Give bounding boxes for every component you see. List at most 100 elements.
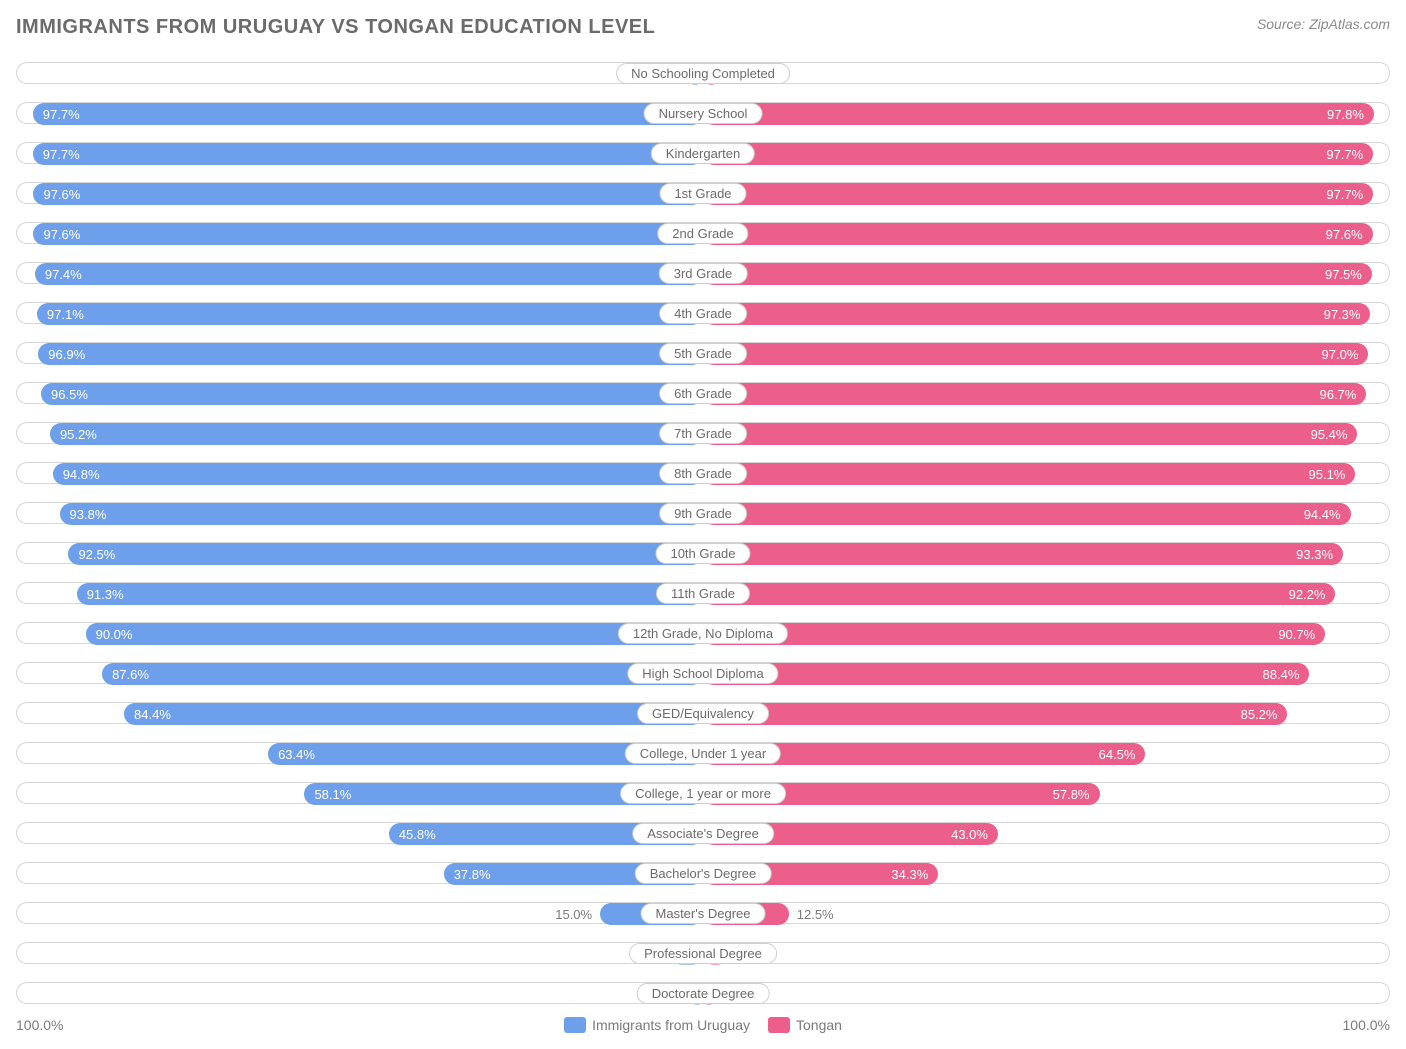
bar-left: 97.7% — [33, 143, 703, 165]
bar-left-value: 97.1% — [47, 307, 84, 322]
chart-row: 93.8%94.4%9th Grade — [16, 499, 1390, 527]
category-label: 10th Grade — [655, 543, 750, 564]
chart-source: Source: ZipAtlas.com — [1257, 16, 1390, 32]
chart-row: 97.4% 97.5% 3rd Grade — [16, 259, 1390, 287]
bar-right: 93.3% — [703, 543, 1343, 565]
category-label: 11th Grade — [656, 583, 750, 604]
bar-right-value: 34.3% — [891, 867, 928, 882]
chart-row: 96.5%96.7%6th Grade — [16, 379, 1390, 407]
bar-right-value: 97.8% — [1327, 107, 1364, 122]
category-label: 9th Grade — [659, 503, 747, 524]
bar-track: 92.5% 93.3% 10th Grade — [16, 542, 1390, 564]
bar-track: 95.2%95.4%7th Grade — [16, 422, 1390, 444]
bar-right-value: 57.8% — [1053, 787, 1090, 802]
chart-header: IMMIGRANTS FROM URUGUAY VS TONGAN EDUCAT… — [16, 16, 1390, 39]
category-label: College, 1 year or more — [620, 783, 786, 804]
chart-legend: Immigrants from Uruguay Tongan — [564, 1017, 842, 1033]
bar-left: 93.8% — [60, 503, 703, 525]
bar-track: 97.7%97.8%Nursery School — [16, 102, 1390, 124]
bar-left-value: 45.8% — [399, 827, 436, 842]
bar-track: 1.7%1.7%Doctorate Degree — [16, 982, 1390, 1004]
bar-right-value: 88.4% — [1263, 667, 1300, 682]
bar-right-value: 90.7% — [1278, 627, 1315, 642]
bar-left: 96.9% — [38, 343, 703, 365]
bar-left-value: 58.1% — [314, 787, 351, 802]
category-label: Professional Degree — [629, 943, 777, 964]
bar-track: 84.4%85.2%GED/Equivalency — [16, 702, 1390, 724]
bar-track: 97.6%97.6%2nd Grade — [16, 222, 1390, 244]
bar-left: 87.6% — [102, 663, 703, 685]
axis-left-label: 100.0% — [16, 1017, 63, 1033]
bar-right-value: 43.0% — [951, 827, 988, 842]
chart-row: 84.4%85.2%GED/Equivalency — [16, 699, 1390, 727]
bar-track: 97.6%97.7%1st Grade — [16, 182, 1390, 204]
chart-row: 97.6%97.7%1st Grade — [16, 179, 1390, 207]
bar-track: 2.3%2.3%No Schooling Completed — [16, 62, 1390, 84]
bar-right: 97.3% — [703, 303, 1370, 325]
bar-left-value: 92.5% — [78, 547, 115, 562]
bar-left: 97.6% — [33, 223, 703, 245]
bar-left-value: 90.0% — [96, 627, 133, 642]
chart-row: 15.0%12.5%Master's Degree — [16, 899, 1390, 927]
bar-left-value: 15.0% — [555, 907, 592, 922]
bar-right-value: 97.6% — [1326, 227, 1363, 242]
chart-row: 95.2%95.4%7th Grade — [16, 419, 1390, 447]
bar-track: 4.6%3.7%Professional Degree — [16, 942, 1390, 964]
chart-row: 97.7%97.7%Kindergarten — [16, 139, 1390, 167]
bar-track: 97.7%97.7%Kindergarten — [16, 142, 1390, 164]
bar-right-value: 85.2% — [1241, 707, 1278, 722]
category-label: 12th Grade, No Diploma — [618, 623, 788, 644]
chart-row: 91.3%92.2%11th Grade — [16, 579, 1390, 607]
bar-track: 97.1%97.3%4th Grade — [16, 302, 1390, 324]
bar-left-value: 94.8% — [63, 467, 100, 482]
bar-left: 96.5% — [41, 383, 703, 405]
bar-right: 97.6% — [703, 223, 1373, 245]
bar-track: 91.3%92.2%11th Grade — [16, 582, 1390, 604]
bar-track: 45.8%43.0%Associate's Degree — [16, 822, 1390, 844]
bar-right: 85.2% — [703, 703, 1287, 725]
chart-row: 45.8%43.0%Associate's Degree — [16, 819, 1390, 847]
bar-right: 96.7% — [703, 383, 1366, 405]
bar-left-value: 97.7% — [43, 147, 80, 162]
chart-row: 92.5% 93.3% 10th Grade — [16, 539, 1390, 567]
bar-track: 94.8%95.1%8th Grade — [16, 462, 1390, 484]
bar-right-value: 93.3% — [1296, 547, 1333, 562]
category-label: 2nd Grade — [657, 223, 748, 244]
bar-left: 94.8% — [53, 463, 703, 485]
category-label: High School Diploma — [627, 663, 778, 684]
chart-row: 97.1%97.3%4th Grade — [16, 299, 1390, 327]
bar-right-value: 97.0% — [1322, 347, 1359, 362]
bar-right: 95.4% — [703, 423, 1357, 445]
bar-left: 91.3% — [77, 583, 703, 605]
category-label: Master's Degree — [641, 903, 766, 924]
chart-title: IMMIGRANTS FROM URUGUAY VS TONGAN EDUCAT… — [16, 16, 655, 39]
category-label: 3rd Grade — [659, 263, 748, 284]
bar-track: 93.8%94.4%9th Grade — [16, 502, 1390, 524]
legend-item-left: Immigrants from Uruguay — [564, 1017, 750, 1033]
bar-right: 95.1% — [703, 463, 1355, 485]
bar-right: 97.7% — [703, 143, 1373, 165]
legend-swatch-right — [768, 1017, 790, 1033]
bar-right-value: 97.5% — [1325, 267, 1362, 282]
bar-left-value: 63.4% — [278, 747, 315, 762]
chart-row: 97.6%97.6%2nd Grade — [16, 219, 1390, 247]
category-label: 5th Grade — [659, 343, 747, 364]
legend-swatch-left — [564, 1017, 586, 1033]
bar-left-value: 87.6% — [112, 667, 149, 682]
bar-track: 96.5%96.7%6th Grade — [16, 382, 1390, 404]
bar-left-value: 96.9% — [48, 347, 85, 362]
category-label: College, Under 1 year — [625, 743, 781, 764]
axis-right-label: 100.0% — [1343, 1017, 1390, 1033]
bar-right-value: 95.1% — [1309, 467, 1346, 482]
bar-right-value: 64.5% — [1099, 747, 1136, 762]
bar-track: 63.4% 64.5% College, Under 1 year — [16, 742, 1390, 764]
bar-right-value: 97.7% — [1326, 187, 1363, 202]
category-label: 7th Grade — [659, 423, 747, 444]
chart-row: 1.7%1.7%Doctorate Degree — [16, 979, 1390, 1007]
bar-left-value: 97.4% — [45, 267, 82, 282]
bar-right: 88.4% — [703, 663, 1309, 685]
category-label: 6th Grade — [659, 383, 747, 404]
category-label: No Schooling Completed — [616, 63, 790, 84]
bar-track: 58.1% 57.8% College, 1 year or more — [16, 782, 1390, 804]
bar-track: 15.0%12.5%Master's Degree — [16, 902, 1390, 924]
